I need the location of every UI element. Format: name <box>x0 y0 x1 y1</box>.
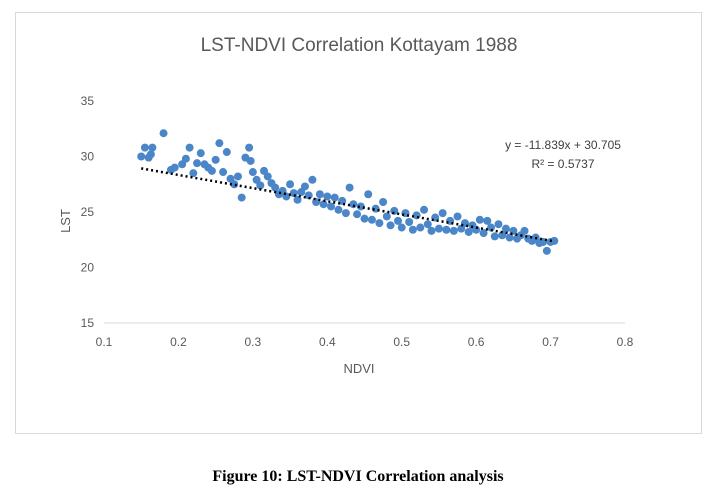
data-point <box>397 223 406 232</box>
data-point <box>434 224 443 233</box>
axes: 0.1 0.2 0.3 0.4 0.5 0.6 0.7 0.8 15 20 25 30 35 <box>81 94 634 349</box>
data-point <box>222 148 231 157</box>
data-point <box>542 246 551 255</box>
data-point <box>501 224 510 233</box>
data-point <box>146 150 155 159</box>
data-point <box>256 181 265 190</box>
data-point <box>505 233 514 242</box>
data-point <box>330 193 339 202</box>
data-point <box>487 223 496 232</box>
data-point <box>189 169 198 178</box>
data-point <box>427 226 436 235</box>
data-point <box>405 217 414 226</box>
data-point <box>449 226 458 235</box>
r-squared-label: R² = 0.5737 <box>531 157 594 171</box>
data-point <box>148 143 157 152</box>
data-point <box>423 220 432 229</box>
data-point <box>246 156 255 165</box>
data-point <box>237 193 246 202</box>
data-point <box>464 227 473 236</box>
data-point <box>393 216 402 225</box>
chart-title: LST-NDVI Correlation Kottayam 1988 <box>201 35 518 56</box>
data-point <box>375 219 384 228</box>
x-axis-label: NDVI <box>343 361 374 376</box>
data-point <box>137 152 146 161</box>
data-point <box>308 175 317 184</box>
x-tick-label: 0.1 <box>96 335 113 349</box>
data-point <box>140 143 149 152</box>
data-point <box>360 214 369 223</box>
scatter-chart: LST-NDVI Correlation Kottayam 1988 0.1 0.… <box>58 35 634 376</box>
y-tick-label: 15 <box>81 316 95 330</box>
data-point <box>345 183 354 192</box>
data-point <box>263 172 272 181</box>
y-tick-label: 35 <box>81 94 95 108</box>
data-point <box>520 226 529 235</box>
data-point <box>185 143 194 152</box>
data-point <box>494 220 503 229</box>
data-point <box>219 168 228 177</box>
x-tick-label: 0.6 <box>468 335 485 349</box>
data-point <box>453 212 462 221</box>
data-point <box>323 192 332 201</box>
data-point <box>479 229 488 238</box>
data-point <box>159 129 168 138</box>
x-tick-label: 0.8 <box>617 335 634 349</box>
data-point <box>349 200 358 209</box>
data-point <box>416 223 425 232</box>
data-point <box>215 139 224 148</box>
data-point <box>170 163 179 172</box>
data-point <box>382 212 391 221</box>
figure-caption: Figure 10: LST-NDVI Correlation analysis <box>212 468 504 485</box>
data-point <box>327 202 336 211</box>
data-points <box>137 129 559 255</box>
chart-area: LST-NDVI Correlation Kottayam 1988 0.1 0.… <box>15 12 702 434</box>
data-point <box>341 209 350 218</box>
x-tick-label: 0.2 <box>170 335 187 349</box>
data-point <box>245 143 254 152</box>
data-point <box>211 155 220 164</box>
data-point <box>293 195 302 204</box>
data-point <box>438 209 447 218</box>
data-point <box>353 210 362 219</box>
x-tick-label: 0.7 <box>542 335 559 349</box>
data-point <box>442 225 451 234</box>
y-tick-label: 20 <box>81 261 95 275</box>
data-point <box>420 205 429 214</box>
data-point <box>207 166 216 175</box>
data-point <box>315 190 324 199</box>
x-tick-label: 0.3 <box>245 335 262 349</box>
data-point <box>483 216 492 225</box>
data-point <box>408 225 417 234</box>
y-tick-label: 25 <box>81 205 95 219</box>
data-point <box>472 225 481 234</box>
y-axis-label: LST <box>58 209 73 233</box>
data-point <box>248 168 257 177</box>
data-point <box>233 172 242 181</box>
data-point <box>475 215 484 224</box>
trendline-equation: y = -11.839x + 30.705 <box>505 138 621 152</box>
data-point <box>286 180 295 189</box>
data-point <box>181 154 190 163</box>
data-point <box>379 198 388 207</box>
data-point <box>490 232 499 241</box>
data-point <box>319 200 328 209</box>
data-point <box>498 231 507 240</box>
data-point <box>364 190 373 199</box>
data-point <box>386 221 395 230</box>
data-point <box>271 183 280 192</box>
data-point <box>300 182 309 191</box>
data-point <box>334 205 343 214</box>
data-point <box>390 206 399 215</box>
data-point <box>367 215 376 224</box>
y-tick-label: 30 <box>81 150 95 164</box>
trendline <box>140 167 555 243</box>
x-tick-label: 0.5 <box>393 335 410 349</box>
data-point <box>196 149 205 158</box>
x-tick-label: 0.4 <box>319 335 336 349</box>
data-point <box>550 236 559 245</box>
data-point <box>193 159 202 168</box>
